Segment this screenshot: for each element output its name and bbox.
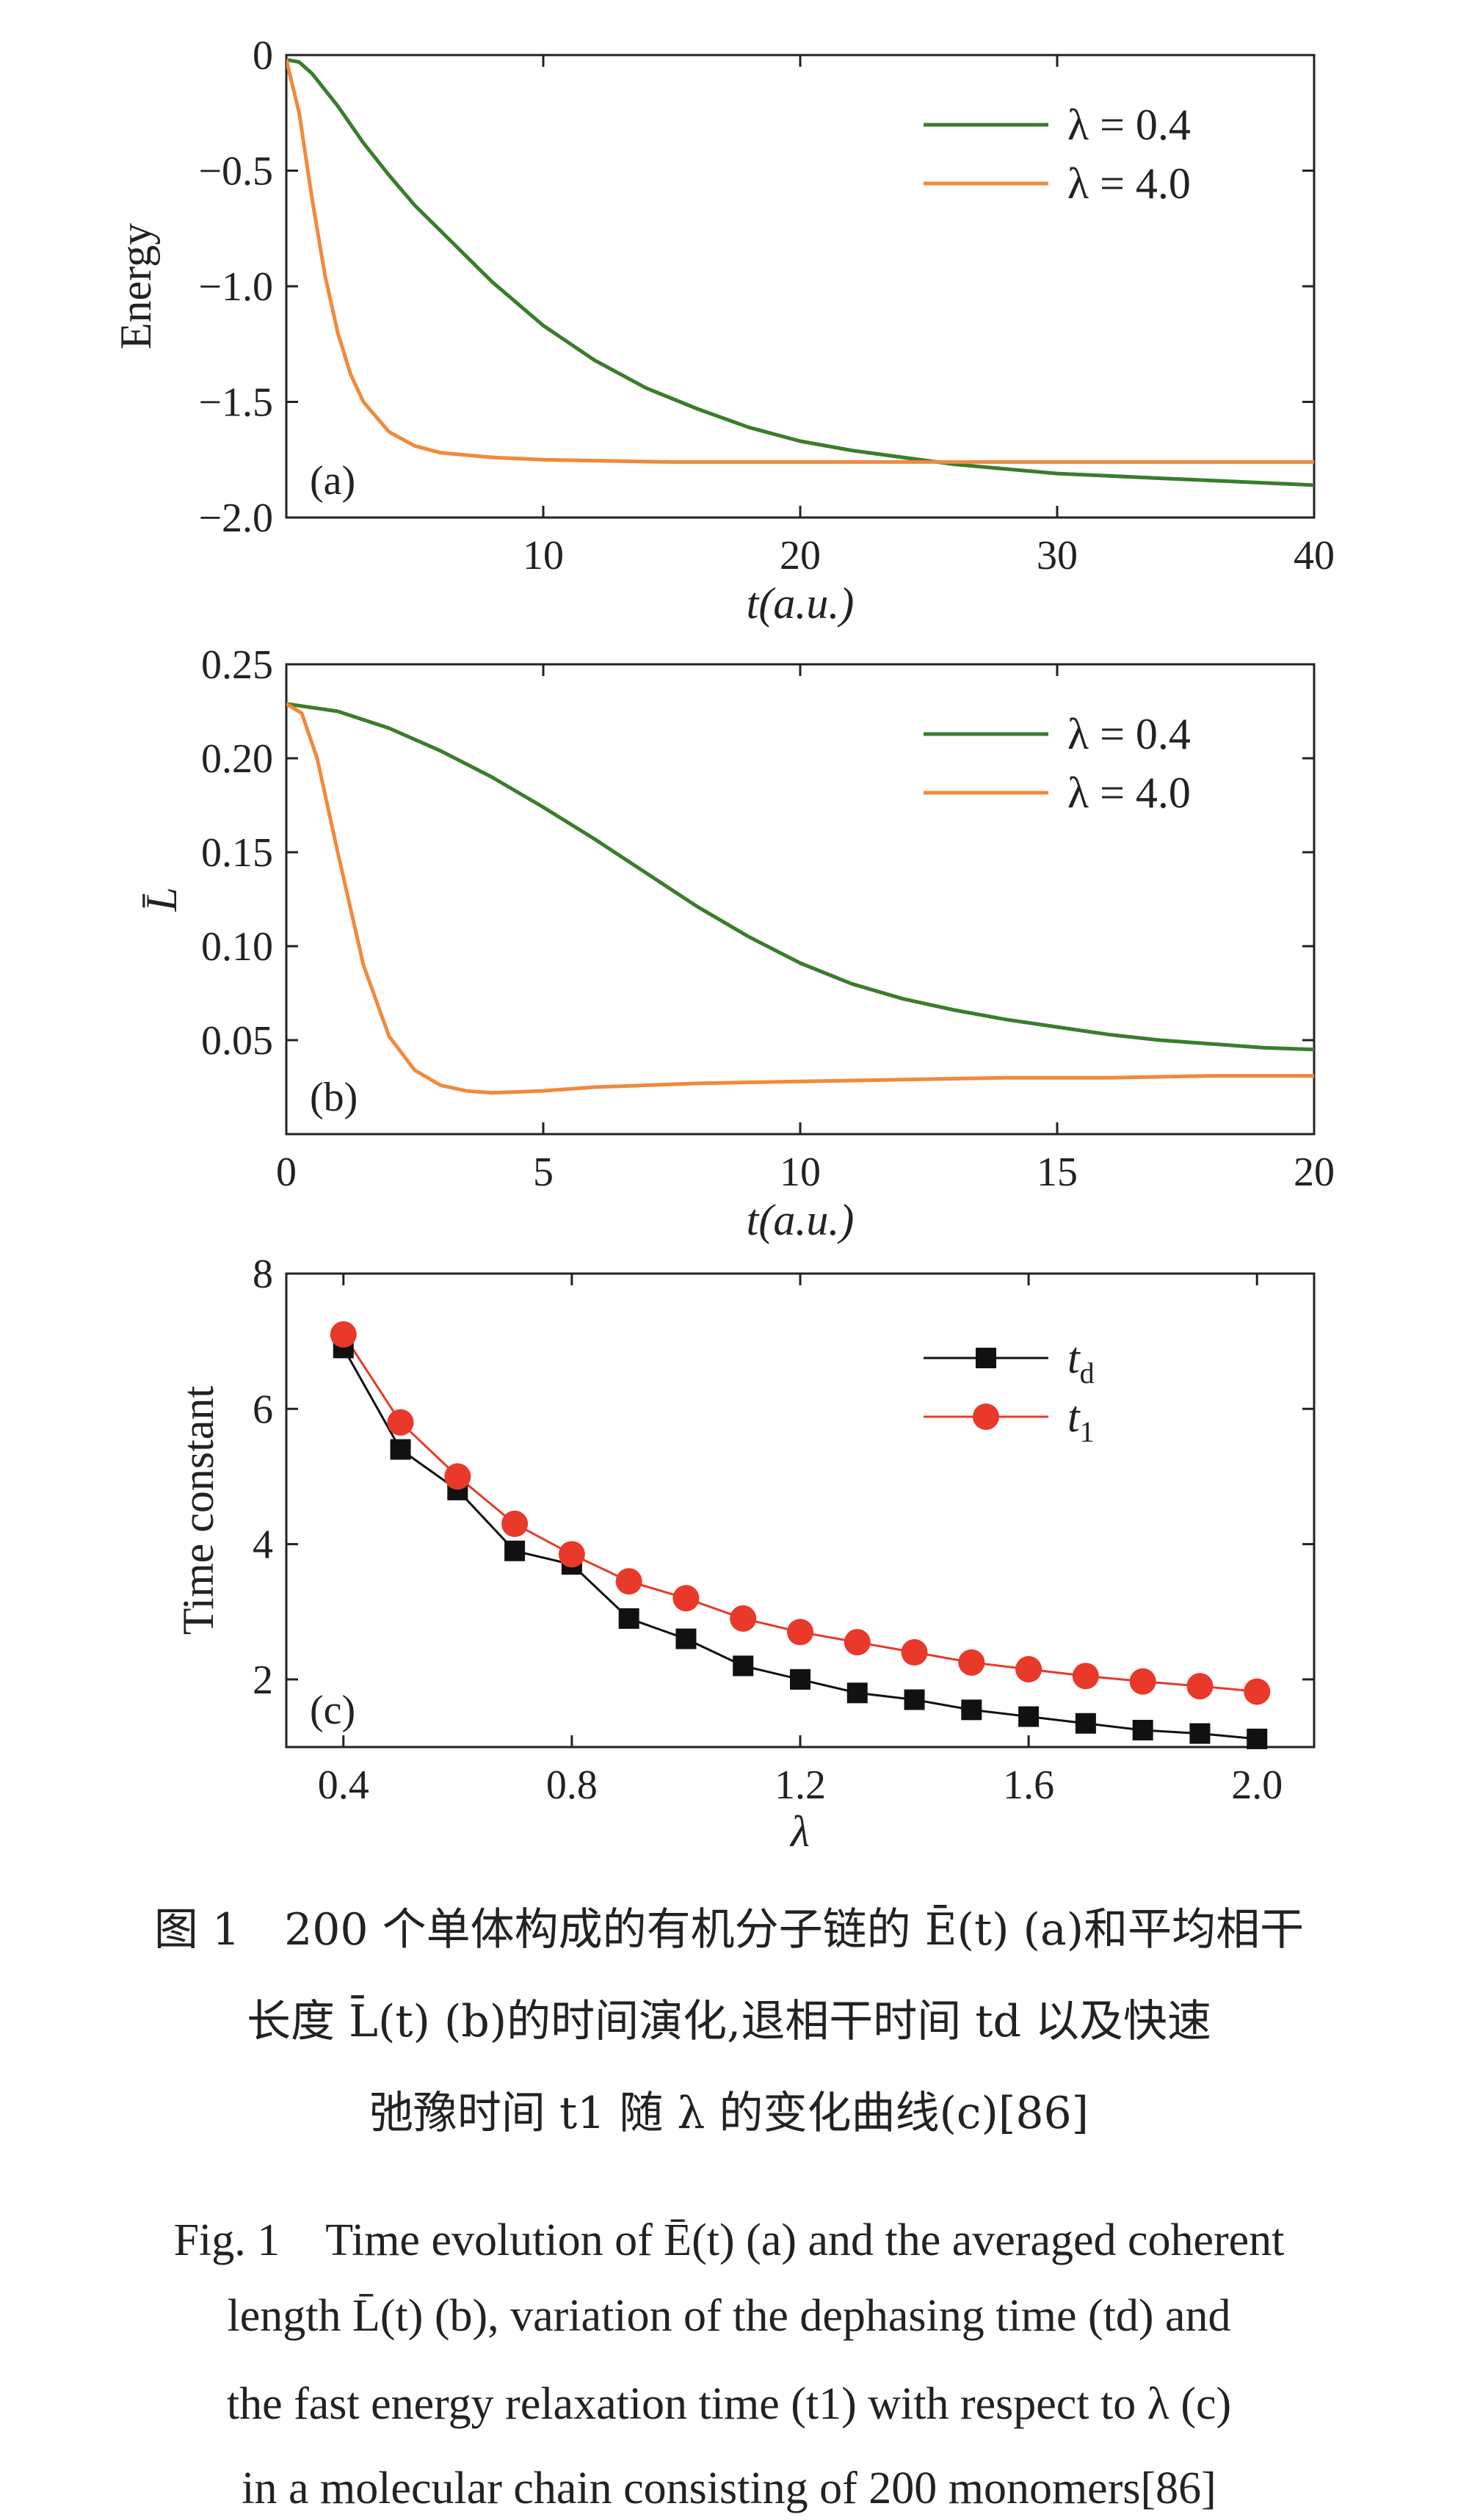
legend-label-0: λ = 0.4 — [1067, 710, 1191, 758]
y-tick-label: 4 — [253, 1522, 273, 1568]
x-tick-label: 2.0 — [1231, 1762, 1283, 1808]
data-point-square — [1018, 1706, 1040, 1727]
legend-label-1: λ = 4.0 — [1067, 159, 1191, 208]
x-axis-label: λ — [789, 1807, 810, 1856]
figure: 10 20 30 400−0.5−1.0−1.5−2.0t(a.u.)Energy(a… — [112, 33, 1335, 1856]
y-tick-label: 8 — [253, 1252, 273, 1297]
y-axis-label: Time constant — [174, 1385, 222, 1635]
caption-en-line-2: length L̄(t) (b), variation of the depha… — [227, 2291, 1231, 2341]
y-tick-label: −1.5 — [198, 380, 273, 426]
series-line-0 — [286, 57, 1314, 487]
data-point-square — [733, 1655, 754, 1677]
data-point-square — [790, 1668, 810, 1690]
data-point-square — [1189, 1723, 1211, 1744]
legend-label-1: t1 — [1067, 1392, 1095, 1448]
y-tick-label: 2 — [253, 1657, 273, 1703]
caption-zh-line-1: 图 1 200 个单体构成的有机分子链的 Ē(t) (a)和平均相干 — [153, 1904, 1305, 1956]
y-tick-label: 0.15 — [201, 830, 273, 876]
panel-label: (c) — [310, 1688, 355, 1733]
data-point-square — [1075, 1713, 1096, 1734]
y-tick-label: 0 — [253, 33, 273, 79]
y-tick-label: 0.20 — [201, 736, 273, 782]
data-point-square — [618, 1608, 639, 1629]
legend-marker-square — [976, 1348, 996, 1368]
y-tick-label: −0.5 — [198, 149, 273, 195]
data-point-circle — [844, 1629, 871, 1656]
x-tick-label: 0.4 — [318, 1762, 369, 1808]
legend-label-0: λ = 0.4 — [1067, 101, 1191, 149]
legend-marker-circle — [973, 1404, 999, 1430]
data-point-square — [904, 1689, 925, 1710]
caption-en-line-4: in a molecular chain consisting of 200 m… — [242, 2463, 1216, 2513]
data-point-square — [1247, 1728, 1268, 1749]
x-axis-label: t(a.u.) — [747, 579, 855, 628]
data-point-circle — [1015, 1656, 1042, 1683]
x-tick-label: 20 — [780, 533, 821, 578]
data-point-circle — [444, 1463, 471, 1490]
data-point-circle — [558, 1541, 585, 1568]
x-tick-label: 30 — [1037, 533, 1078, 578]
legend-label-1: λ = 4.0 — [1067, 769, 1191, 817]
y-tick-label: −2.0 — [198, 495, 273, 541]
x-tick-label: 1.6 — [1003, 1762, 1054, 1808]
y-axis-label: Energy — [112, 223, 160, 349]
data-point-circle — [901, 1639, 928, 1666]
y-axis-label: L̄ — [137, 887, 186, 912]
data-point-circle — [1244, 1678, 1271, 1705]
x-tick-label: 20 — [1294, 1150, 1335, 1195]
panel-label: (b) — [310, 1075, 358, 1120]
y-tick-label: 0.25 — [201, 642, 273, 688]
y-tick-label: 0.10 — [201, 924, 273, 970]
series-group — [286, 57, 1314, 487]
data-point-square — [961, 1699, 982, 1721]
data-point-circle — [730, 1605, 757, 1632]
data-point-circle — [1072, 1663, 1099, 1690]
data-point-circle — [1129, 1668, 1156, 1695]
x-tick-label: 5 — [533, 1150, 554, 1195]
caption-en-line-3: the fast energy relaxation time (t1) wit… — [226, 2379, 1232, 2429]
energy-chart-panel: 10 20 30 40 0 −0.5 −1.0 −1.5 −2.0 t(a.u.) Energy (a… — [112, 33, 1335, 628]
x-tick-label: 40 — [1294, 533, 1335, 578]
figure-caption: 图 1 200 个单体构成的有机分子链的 Ē(t) (a)和平均相干 长度 L̄… — [0, 1879, 1458, 2520]
data-point-square — [675, 1628, 697, 1649]
data-point-circle — [387, 1409, 414, 1436]
x-tick-label: 0 — [276, 1150, 297, 1195]
data-point-circle — [615, 1568, 642, 1595]
data-point-circle — [787, 1619, 813, 1646]
x-tick-label: 15 — [1037, 1150, 1078, 1195]
data-point-circle — [1186, 1673, 1214, 1700]
caption-en-line-1: Fig. 1 Time evolution of Ē(t) (a) and th… — [173, 2215, 1285, 2265]
series-line-1 — [286, 59, 1314, 464]
x-tick-label: 0.8 — [546, 1762, 598, 1808]
data-point-square — [390, 1439, 411, 1460]
series-line-0 — [286, 702, 1314, 1052]
caption-zh-line-3: 弛豫时间 t1 随 λ 的变化曲线(c)[86] — [369, 2088, 1089, 2139]
data-point-circle — [330, 1321, 357, 1348]
coherence-length-chart-panel: 0 5 10 15 20 0.05 0.10 0.15 0.20 0.25 t(a.u.) L̄ (b)… — [137, 642, 1335, 1244]
data-point-square — [1132, 1719, 1153, 1740]
data-point-circle — [672, 1585, 700, 1612]
y-tick-label: 0.05 — [201, 1018, 273, 1064]
data-point-square — [504, 1540, 526, 1561]
x-tick-label: 1.2 — [775, 1762, 826, 1808]
y-tick-label: 6 — [253, 1387, 273, 1432]
caption-zh-line-2: 长度 L̄(t) (b)的时间演化,退相干时间 td 以及快速 — [247, 1996, 1211, 2047]
data-point-circle — [501, 1510, 529, 1537]
data-point-square — [846, 1682, 868, 1704]
series-line-1 — [286, 702, 1314, 1095]
panel-label: (a) — [310, 458, 355, 504]
legend-label-0: td — [1067, 1334, 1095, 1390]
x-axis-label: t(a.u.) — [747, 1196, 855, 1244]
y-tick-label: −1.0 — [198, 264, 273, 310]
data-point-circle — [958, 1649, 985, 1676]
x-tick-label: 10 — [780, 1150, 821, 1195]
series-group — [286, 702, 1314, 1095]
x-tick-label: 10 — [523, 533, 564, 578]
